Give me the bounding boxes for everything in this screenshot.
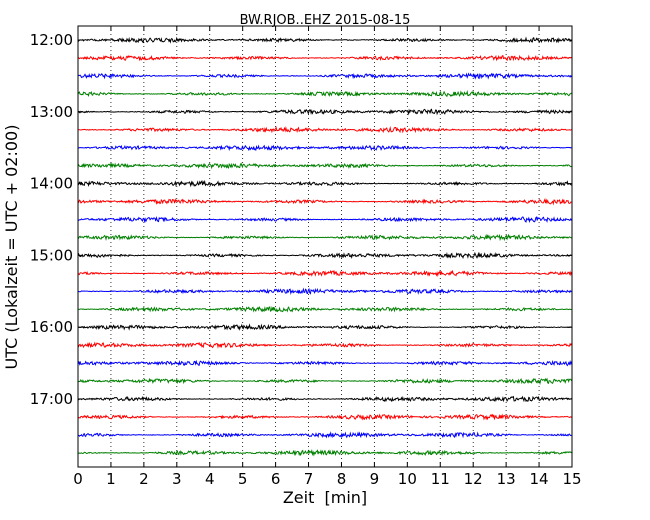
y-tick-label: 14:00 bbox=[30, 175, 73, 193]
y-tick-label: 17:00 bbox=[30, 390, 73, 408]
x-tick-label: 1 bbox=[106, 470, 116, 488]
x-tick-label: 13 bbox=[497, 470, 516, 488]
grid-lines bbox=[110, 26, 540, 467]
x-tick-label: 2 bbox=[139, 470, 149, 488]
y-axis: 12:00 13:00 14:00 15:00 16:00 17:00 bbox=[30, 31, 572, 408]
x-tick-label: 11 bbox=[431, 470, 450, 488]
x-tick-label: 9 bbox=[370, 470, 380, 488]
seismogram-trace bbox=[77, 216, 572, 224]
seismogram-trace bbox=[77, 233, 572, 242]
y-tick-label: 15:00 bbox=[30, 246, 73, 264]
seismogram-trace bbox=[77, 269, 572, 278]
seismogram-trace bbox=[77, 36, 572, 44]
seismogram-trace bbox=[77, 125, 572, 134]
seismogram-trace bbox=[77, 449, 572, 457]
plot-frame bbox=[77, 25, 573, 468]
chart-title: BW.RJOB..EHZ 2015-08-15 bbox=[240, 13, 411, 28]
x-tick-label: 8 bbox=[337, 470, 347, 488]
seismogram-trace bbox=[77, 54, 572, 62]
seismogram-trace bbox=[77, 341, 572, 349]
seismogram-trace bbox=[77, 359, 572, 367]
x-tick-label: 6 bbox=[271, 470, 281, 488]
seismogram-trace bbox=[77, 305, 572, 313]
seismogram-trace bbox=[77, 179, 572, 188]
seismogram-trace bbox=[77, 413, 572, 421]
x-tick-label: 10 bbox=[398, 470, 417, 488]
seismogram-trace bbox=[77, 72, 572, 80]
x-tick-label: 14 bbox=[530, 470, 549, 488]
x-tick-label: 12 bbox=[464, 470, 483, 488]
seismogram-trace bbox=[77, 144, 572, 152]
y-axis-label: UTC (Lokalzeit = UTC + 02:00) bbox=[2, 125, 21, 370]
x-axis-label: Zeit [min] bbox=[283, 488, 367, 507]
seismogram-trace bbox=[77, 162, 572, 170]
seismogram-trace bbox=[77, 197, 572, 206]
seismogram-trace bbox=[77, 323, 572, 331]
x-axis: 0 1 2 3 4 5 6 7 8 9 10 11 12 13 14 15 bbox=[73, 26, 582, 488]
seismogram-trace bbox=[77, 377, 572, 386]
seismogram-trace bbox=[77, 431, 572, 439]
y-tick-label: 16:00 bbox=[30, 318, 73, 336]
trace-group bbox=[77, 36, 572, 457]
seismogram-trace bbox=[77, 251, 572, 260]
seismogram-trace bbox=[77, 108, 572, 116]
x-tick-label: 0 bbox=[73, 470, 83, 488]
x-tick-label: 4 bbox=[205, 470, 215, 488]
x-tick-label: 5 bbox=[238, 470, 248, 488]
y-tick-label: 12:00 bbox=[30, 31, 73, 49]
x-tick-label: 7 bbox=[304, 470, 314, 488]
y-tick-label: 13:00 bbox=[30, 103, 73, 121]
x-tick-label: 15 bbox=[562, 470, 581, 488]
seismogram-trace bbox=[77, 287, 572, 296]
x-tick-label: 3 bbox=[172, 470, 182, 488]
seismogram-trace bbox=[77, 89, 572, 98]
seismogram-trace bbox=[77, 395, 572, 403]
